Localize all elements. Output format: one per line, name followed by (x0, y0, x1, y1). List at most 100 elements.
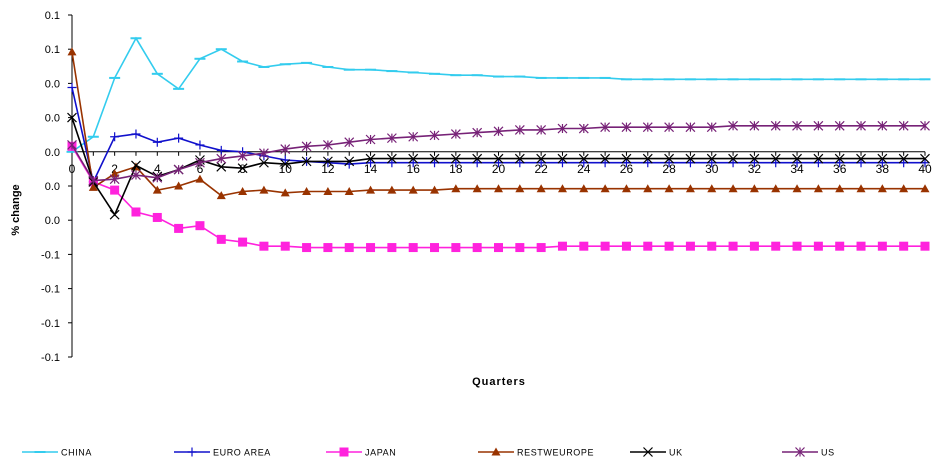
data-point (664, 122, 675, 133)
x-tick-label: 18 (449, 162, 463, 176)
data-point (339, 447, 349, 457)
data-point (749, 184, 759, 193)
data-point (152, 212, 162, 222)
series-euro-area (67, 83, 930, 187)
data-point (302, 186, 312, 195)
data-point (259, 185, 269, 194)
data-point (280, 188, 290, 197)
y-tick-label: 0.0 (45, 113, 60, 125)
data-point (621, 241, 631, 251)
series-us (67, 120, 930, 186)
data-point (578, 123, 589, 134)
data-point (749, 120, 760, 131)
data-point (430, 243, 440, 253)
data-point (259, 241, 269, 251)
data-point (491, 447, 501, 456)
data-point (536, 158, 546, 168)
data-point (557, 123, 568, 134)
data-point (834, 120, 845, 131)
data-point (621, 158, 631, 168)
x-tick-label: 26 (620, 162, 634, 176)
data-point (472, 158, 482, 168)
data-point (322, 156, 333, 167)
data-point (835, 184, 845, 193)
data-point (174, 181, 184, 190)
data-point (685, 153, 696, 164)
data-point (430, 158, 440, 168)
data-point (494, 158, 503, 168)
data-point (344, 156, 355, 167)
y-tick-label: 0.1 (45, 10, 60, 22)
series-restweurope (67, 47, 930, 200)
data-point (131, 170, 141, 180)
data-point (792, 153, 802, 164)
data-point (237, 163, 248, 174)
data-point (707, 184, 717, 193)
data-point (770, 153, 781, 164)
data-point (131, 207, 141, 217)
series-china (66, 36, 931, 153)
data-point (856, 241, 866, 251)
data-point (110, 169, 120, 178)
data-point (920, 153, 930, 164)
data-point (835, 158, 845, 168)
data-point (813, 158, 823, 168)
data-point (514, 124, 525, 135)
x-tick-label: 32 (748, 162, 762, 176)
data-point (792, 184, 802, 193)
data-point (877, 158, 887, 168)
data-point (408, 243, 418, 253)
y-tick-label: 0.1 (45, 44, 60, 56)
data-point (792, 241, 802, 251)
data-point (771, 241, 781, 251)
y-tick-label: 0.0 (45, 215, 60, 227)
data-point (387, 243, 397, 253)
x-tick-label: 36 (833, 162, 847, 176)
data-point (301, 141, 312, 152)
x-tick-label: 14 (364, 162, 378, 176)
data-point (770, 120, 781, 131)
data-point (771, 158, 781, 168)
data-point (216, 161, 227, 172)
data-point (429, 153, 440, 164)
data-point (706, 122, 717, 133)
data-point (856, 158, 866, 168)
data-point (536, 124, 547, 135)
data-point (472, 184, 482, 193)
data-point (557, 241, 567, 251)
data-point (877, 120, 888, 131)
data-point (280, 155, 290, 165)
legend-label: RESTWEUROPE (517, 448, 594, 458)
data-point (898, 120, 909, 131)
data-point (856, 153, 866, 164)
legend-item: RESTWEUROPE (478, 447, 594, 458)
data-point (707, 241, 717, 251)
data-point (408, 153, 419, 164)
data-point (685, 184, 695, 193)
data-point (451, 184, 461, 193)
data-point (344, 186, 354, 195)
data-point (344, 243, 354, 253)
data-point (323, 186, 333, 195)
data-point (728, 120, 738, 131)
data-point (88, 182, 98, 191)
data-point (280, 144, 291, 154)
data-point (430, 185, 440, 194)
legend-label: US (821, 448, 835, 458)
data-point (259, 148, 269, 159)
legend-item: UK (630, 447, 682, 458)
y-axis: 0.1 0.1 0.0 0.0 0.0 0.0 0.0 -0.1 -0.1 -0.1 -0.1 (41, 10, 73, 364)
data-point (621, 122, 632, 133)
legend: CHINA EURO AREA JAPAN RESTWEUROPE UK US (22, 447, 835, 458)
data-point (216, 234, 226, 244)
data-point (835, 241, 845, 251)
data-point (280, 241, 290, 251)
data-point (110, 132, 120, 142)
y-tick-label: -0.1 (41, 318, 60, 330)
y-tick-label: 0.0 (45, 181, 60, 193)
legend-label: CHINA (61, 448, 92, 458)
data-point (706, 153, 717, 164)
data-point (109, 174, 120, 185)
data-point (557, 153, 568, 164)
data-point (899, 158, 909, 168)
